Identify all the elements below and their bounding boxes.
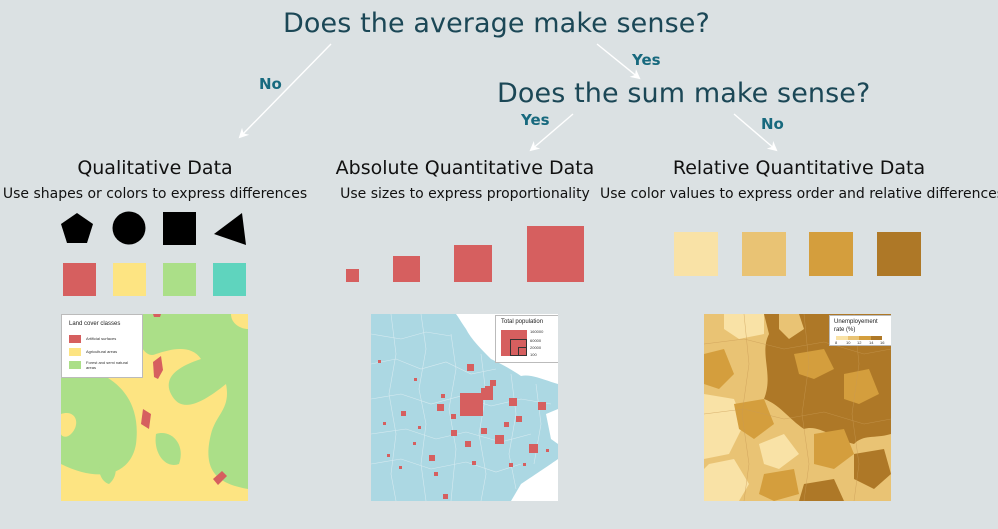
unemployment-legend: Unemployement rate (%) 8 10 12 14 16 [829,315,891,346]
arrow-no-relative [733,113,778,152]
legend-swatch-agricultural [69,348,81,356]
color-swatch-green [163,263,196,296]
land-cover-legend: Land cover classes Artificial surfaces A… [61,314,143,378]
legend-swatch-artificial [69,335,81,343]
legend-value-1: 160000 [530,329,544,334]
circle-icon [112,211,146,245]
answer-yes-average: Yes [632,51,661,69]
legend-label-forest: Forest and semi natural areas [86,360,129,370]
legend-label-agricultural: Agricultural areas [86,349,118,354]
arrow-no-qualitative [238,43,332,139]
legend-tick-12: 12 [857,340,862,345]
legend-square-large [501,330,527,356]
population-legend: Total population 160000 60000 20000 100 [495,315,558,363]
color-swatch-teal [213,263,246,296]
legend-tick-16: 16 [880,340,885,345]
legend-label-artificial: Artificial surfaces [86,336,117,341]
question-sum: Does the sum make sense? [497,78,871,109]
triangle-icon [214,213,246,245]
size-square-large [454,245,492,282]
unemployment-map: Unemployement rate (%) 8 10 12 14 16 [704,314,891,501]
question-average: Does the average make sense? [283,8,710,39]
answer-no-average: No [259,75,282,93]
answer-no-sum: No [761,115,784,133]
legend-color-ramp [836,336,882,340]
size-square-small [346,269,359,282]
legend-value-2: 60000 [530,338,542,343]
value-swatch-1 [674,232,718,276]
square-icon [163,212,196,245]
arrow-yes-sum [596,43,641,80]
pentagon-icon [61,213,93,243]
legend-value-3: 20000 [530,345,542,350]
qualitative-shapes [61,211,246,245]
relative-subtitle: Use color values to express order and re… [600,186,998,202]
legend-title-line2: rate (%) [834,327,856,333]
population-map: Total population 160000 60000 20000 100 [371,314,558,501]
legend-square-small [518,347,527,356]
legend-tick-8: 8 [835,340,838,345]
value-swatch-3 [809,232,853,276]
absolute-subtitle: Use sizes to express proportionality [340,186,590,202]
color-swatch-red [63,263,96,296]
land-cover-map: Land cover classes Artificial surfaces A… [61,314,248,501]
legend-title-line1: Unemployement [834,319,878,325]
legend-value-4: 100 [530,352,537,357]
legend-title: Total population [501,319,544,325]
legend-title: Land cover classes [69,321,121,327]
answer-yes-sum: Yes [521,111,550,129]
legend-swatch-forest [69,361,81,369]
relative-title: Relative Quantitative Data [672,157,926,179]
arrow-yes-absolute [529,113,574,152]
size-square-medium [393,256,420,282]
qualitative-title: Qualitative Data [77,157,233,179]
color-swatch-yellow [113,263,146,296]
legend-tick-14: 14 [869,340,874,345]
absolute-title: Absolute Quantitative Data [335,157,595,179]
size-square-xlarge [527,226,584,282]
legend-tick-10: 10 [846,340,851,345]
qualitative-subtitle: Use shapes or colors to express differen… [2,186,308,202]
value-swatch-4 [877,232,921,276]
value-swatch-2 [742,232,786,276]
